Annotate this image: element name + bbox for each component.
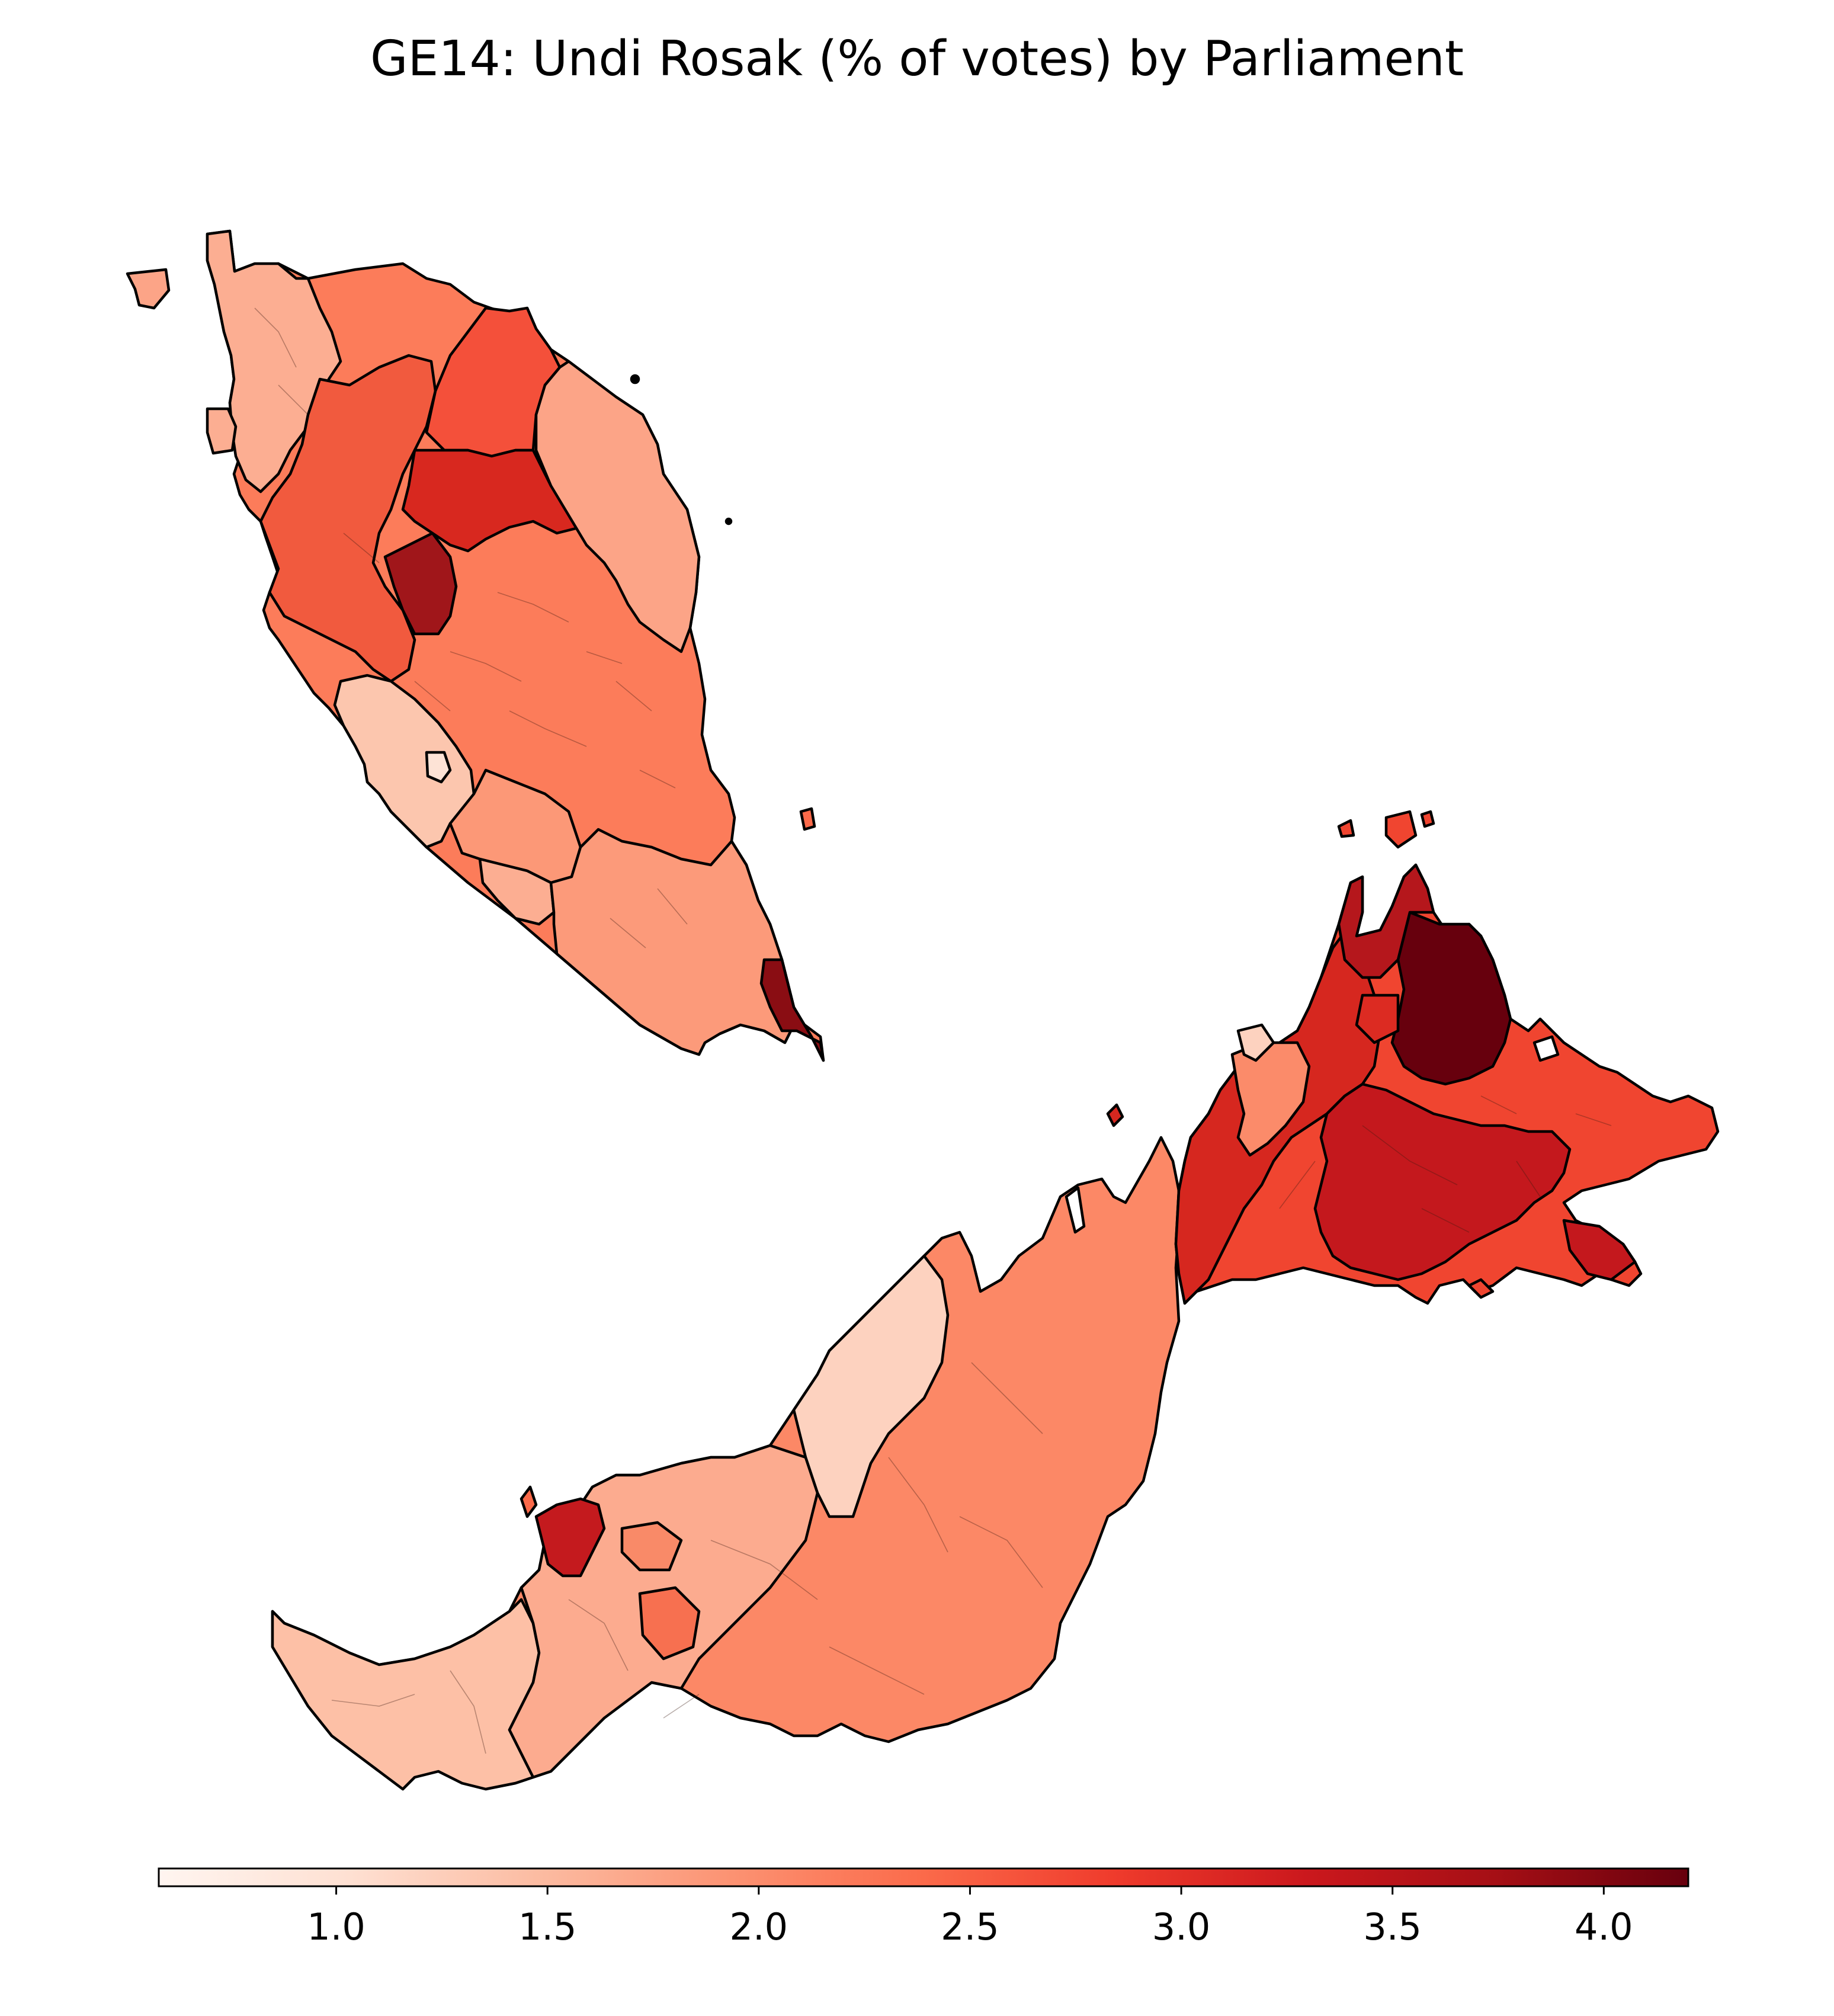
map-title: GE14: Undi Rosak (% of votes) by Parliam…	[370, 31, 1464, 87]
island-langkawi	[126, 268, 171, 310]
colorbar-tick-label: 2.5	[941, 1905, 999, 1948]
region-johor	[549, 828, 799, 1056]
region-terengganu	[534, 360, 701, 653]
region-sabah-northeast	[1390, 911, 1512, 1086]
region-sarawak-pocket	[638, 1586, 701, 1661]
region-selangor	[333, 674, 476, 849]
region-sabah-southeast	[1562, 1219, 1637, 1281]
colorbar-tick-label: 3.0	[1152, 1905, 1211, 1948]
region-sabah-coast-light	[1230, 1041, 1311, 1157]
region-sarawak-southwest	[271, 1598, 541, 1791]
colorbar-tick-label: 1.0	[307, 1905, 365, 1948]
region-sarawak-north	[534, 1497, 606, 1578]
colorbar-tick-label: 4.0	[1575, 1905, 1633, 1948]
region-kelantan-interior	[401, 448, 582, 553]
region-sabah-interior	[1313, 1082, 1572, 1281]
region-johor-southeast	[759, 958, 825, 1062]
sarawak	[271, 1136, 1181, 1791]
colorbar-ticks: 1.0 1.5 2.0 2.5 3.0 3.5 4.0	[307, 1886, 1633, 1948]
colorbar-tick-label: 2.0	[730, 1905, 788, 1948]
region-labuan	[1106, 1103, 1124, 1127]
sabah	[1106, 810, 1720, 1305]
region-penang	[206, 407, 238, 455]
colorbar-gradient	[158, 1867, 1689, 1887]
region-melaka	[478, 857, 556, 926]
colorbar-tick-label: 1.5	[518, 1905, 577, 1948]
region-sabah-north	[1337, 863, 1435, 979]
colorbar: 1.0 1.5 2.0 2.5 3.0 3.5 4.0	[158, 1867, 1689, 1948]
peninsular-malaysia	[126, 229, 825, 1062]
region-sarawak-pocket-2	[620, 1521, 683, 1572]
region-perak-interior	[383, 531, 458, 636]
colorbar-tick-label: 3.5	[1363, 1905, 1422, 1948]
region-sarawak-central-light	[792, 1254, 950, 1518]
region-sabah-north-2	[1355, 993, 1400, 1044]
region-kuala-lumpur	[425, 751, 452, 784]
